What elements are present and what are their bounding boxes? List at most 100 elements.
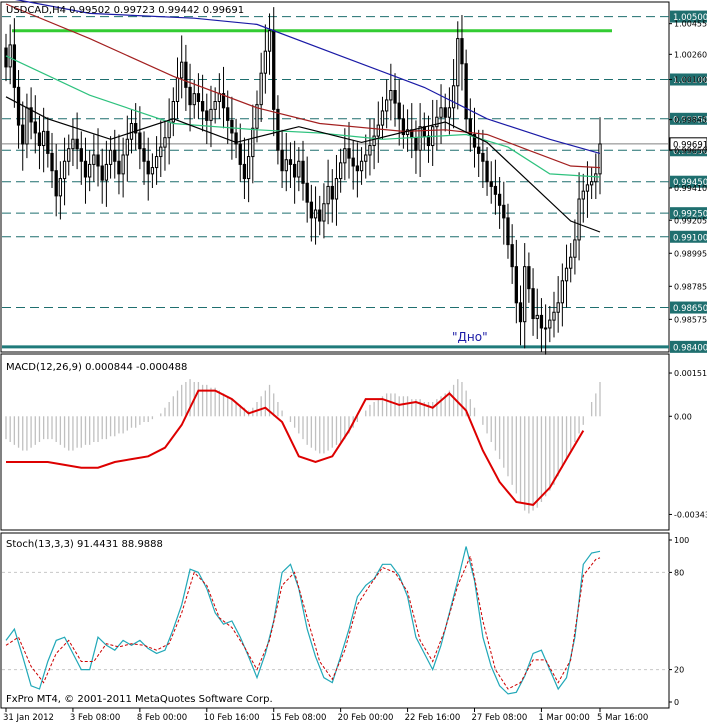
copyright-label: FxPro MT4, © 2001-2011 MetaQuotes Softwa…: [6, 694, 273, 705]
bear-candle: [502, 204, 506, 219]
bear-candle: [497, 193, 502, 206]
bear-candle: [117, 160, 121, 175]
bull-candle: [372, 135, 376, 147]
bear-candle: [527, 266, 531, 290]
macd-pane[interactable]: 0.001514 0.00 -0.003436 MACD(12,26,9) 0.00…: [0, 353, 707, 531]
bear-candle: [301, 160, 305, 184]
bear-candle: [472, 134, 477, 148]
bull-candle: [364, 154, 368, 162]
bull-candle: [267, 30, 272, 52]
bear-candle: [226, 107, 230, 121]
bear-candle: [100, 165, 104, 181]
level-label: 0.98400: [673, 343, 707, 353]
bear-candle: [510, 244, 514, 268]
bull-candle: [552, 311, 556, 321]
bull-candle: [154, 156, 159, 169]
bull-candle: [418, 126, 422, 151]
level-label-bg: [670, 301, 707, 314]
bull-candle: [125, 138, 129, 156]
bull-candle: [8, 44, 12, 68]
bull-candle: [71, 138, 75, 150]
bull-candle: [159, 146, 163, 158]
bull-candle: [326, 185, 330, 205]
bull-candle: [376, 124, 380, 137]
price-tick-label: 1.00260: [674, 50, 707, 59]
bull-candle: [451, 85, 456, 109]
level-label-bg: [670, 73, 707, 86]
price-tick-label: 0.99410: [674, 184, 707, 193]
level-label-bg: [670, 112, 707, 125]
bull-candle: [129, 123, 134, 140]
ma-red-line: [5, 3, 601, 169]
bear-candle: [460, 38, 464, 65]
bear-candle: [83, 160, 88, 178]
bull-candle: [259, 72, 263, 106]
level-label: 1.00100: [673, 76, 707, 86]
bear-candle: [50, 152, 54, 172]
bear-candle: [514, 266, 518, 304]
bear-candle: [4, 47, 8, 68]
price-tick-label: 0.99845: [674, 116, 707, 125]
bear-candle: [33, 121, 37, 134]
bull-candle: [255, 104, 259, 129]
bull-candle: [405, 129, 410, 136]
price-axis: 1.00455 1.00260 1.00100 0.99845 0.99650 0.994…: [669, 20, 707, 324]
bull-candle: [435, 116, 439, 128]
bear-candle: [280, 149, 284, 172]
bear-candle: [205, 110, 209, 121]
bear-candle: [426, 135, 431, 147]
bear-candle: [477, 146, 481, 154]
bull-candle: [594, 173, 598, 183]
bull-candle: [246, 156, 251, 180]
candles: [4, 7, 602, 355]
bull-candle: [380, 110, 385, 126]
stoch-pane-frame: [0, 532, 670, 709]
current-price-label: 0.99691: [673, 140, 707, 150]
bear-candle: [305, 182, 309, 203]
bull-candle: [343, 148, 347, 164]
level-label-bg: [670, 230, 707, 243]
bull-candle: [175, 77, 180, 103]
stoch-tick-label: 20: [674, 666, 684, 675]
bull-candle: [58, 178, 63, 197]
price-pane-title: USDCAD,H4 0.99502 0.99723 0.99442 0.9969…: [6, 5, 244, 16]
bull-candle: [523, 266, 527, 323]
bear-candle: [79, 148, 83, 162]
bear-candle: [272, 30, 276, 110]
price-pane[interactable]: 1.00500 1.00100 0.99850 0.99650 0.99450 0.992…: [0, 0, 707, 355]
bull-candle: [548, 319, 552, 329]
bull-candle: [581, 190, 585, 200]
bear-candle: [539, 314, 544, 329]
level-label-bg: [670, 207, 707, 220]
macd-pane-frame: [0, 353, 670, 531]
bull-candle: [25, 107, 29, 145]
time-tick-label: 15 Feb 08:00: [271, 713, 327, 723]
bull-candle: [447, 107, 452, 118]
bear-candle: [234, 132, 238, 145]
bull-candle: [167, 121, 171, 139]
bull-candle: [104, 163, 109, 181]
stoch-axis: 100 80 20 0: [2, 536, 689, 707]
bull-candle: [108, 149, 113, 165]
bull-candle: [389, 90, 393, 101]
bear-candle: [200, 101, 205, 112]
time-axis: 31 Jan 2012 3 Feb 08:00 8 Feb 00:00 10 Feb …: [3, 708, 648, 723]
price-pane-frame: [0, 1, 670, 353]
stoch-pane[interactable]: 100 80 20 0 Stoch(13,3,3) 91.4431 88.9888 F…: [0, 532, 689, 709]
time-tick-label: 10 Feb 16:00: [204, 713, 260, 723]
bear-candle: [493, 185, 498, 195]
bear-candle: [113, 149, 117, 162]
moving-averages: [5, 0, 601, 233]
bottom-annotation: "Дно": [452, 330, 488, 344]
stoch-pane-title: Stoch(13,3,3) 91.4431 88.9888: [6, 539, 163, 550]
bull-candle: [180, 61, 184, 79]
bull-candle: [88, 163, 92, 178]
bear-candle: [397, 102, 401, 120]
bull-candle: [313, 209, 318, 219]
stoch-signal-line: [5, 554, 601, 690]
bear-candle: [230, 119, 234, 134]
bull-candle: [62, 160, 67, 180]
level-label: 0.99250: [673, 210, 707, 220]
